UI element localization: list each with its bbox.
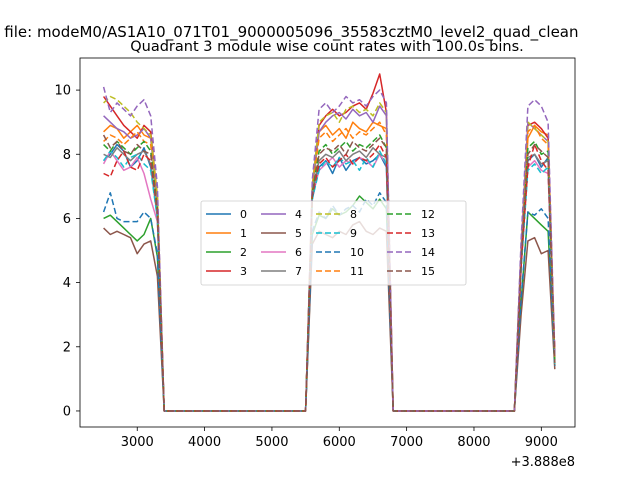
legend-label-13: 13 [421, 227, 435, 240]
legend-label-14: 14 [421, 246, 435, 259]
x-tick-label: 3000 [121, 435, 154, 450]
chart-title: Quadrant 3 module wise count rates with … [130, 39, 524, 55]
legend-label-3: 3 [240, 265, 247, 278]
x-tick-label: 6000 [323, 435, 356, 450]
y-tick-label: 8 [63, 148, 71, 163]
y-tick-label: 4 [63, 276, 71, 291]
figure-suptitle: n file: modeM0/AS1A10_071T01_9000005096_… [0, 23, 579, 42]
y-tick-label: 0 [63, 404, 71, 419]
legend-label-0: 0 [240, 208, 247, 221]
x-offset-label: +3.888e8 [511, 455, 575, 470]
x-tick-label: 7000 [390, 435, 423, 450]
legend-label-8: 8 [350, 208, 357, 221]
axes-frame [79, 57, 576, 428]
legend-label-10: 10 [350, 246, 364, 259]
legend-label-9: 9 [350, 227, 357, 240]
x-tick-label: 8000 [457, 435, 490, 450]
y-tick-label: 6 [63, 212, 71, 227]
series-line-15 [102, 134, 556, 412]
legend-frame [200, 200, 467, 286]
legend-label-7: 7 [295, 265, 302, 278]
x-tick-label: 4000 [188, 435, 221, 450]
legend-label-15: 15 [421, 265, 435, 278]
y-tick-label: 10 [54, 84, 71, 99]
legend-label-6: 6 [295, 246, 302, 259]
legend-label-5: 5 [295, 227, 302, 240]
plot-area [102, 73, 556, 412]
y-tick-label: 2 [63, 340, 71, 355]
x-tick-label: 9000 [525, 435, 558, 450]
x-tick-label: 5000 [255, 435, 288, 450]
legend-label-11: 11 [350, 265, 364, 278]
legend-label-12: 12 [421, 208, 435, 221]
legend-label-4: 4 [295, 208, 302, 221]
legend-label-2: 2 [240, 246, 247, 259]
legend-label-1: 1 [240, 227, 247, 240]
